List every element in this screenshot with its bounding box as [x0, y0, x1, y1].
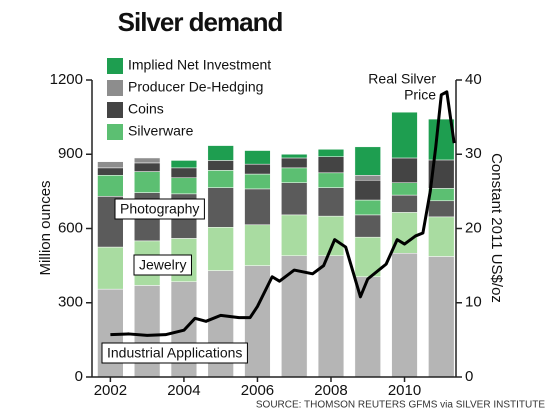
- bar-segment: [428, 200, 455, 218]
- y-tick-label: 900: [58, 145, 83, 162]
- x-tick-label: 2006: [241, 382, 274, 399]
- bar-segment: [170, 167, 198, 179]
- bar-segment: [97, 167, 124, 176]
- bar-segment: [207, 187, 234, 228]
- bar-segment: [134, 171, 161, 193]
- x-tick-label: 2008: [314, 382, 347, 399]
- bar-segment: [97, 175, 124, 197]
- bar-segment: [391, 182, 418, 196]
- legend-swatch: [107, 58, 123, 74]
- y2-tick-label: 40: [465, 71, 482, 88]
- bar-segment: [281, 214, 308, 256]
- series-label-box: [133, 254, 192, 276]
- bar-segment: [391, 212, 418, 254]
- y2-tick-label: 30: [465, 145, 482, 162]
- bar-segment: [244, 173, 271, 190]
- y2-tick-label: 10: [465, 294, 482, 311]
- bar-segment: [317, 156, 345, 174]
- bar-segment: [391, 194, 418, 213]
- y2-axis-label: Constant 2011 US$/oz: [488, 153, 505, 303]
- bar-segment: [207, 170, 234, 188]
- line-label: Price: [404, 87, 436, 103]
- bar-segment: [170, 160, 198, 169]
- bar-segment: [354, 199, 381, 216]
- bar-segment: [134, 157, 161, 164]
- bar-segment: [244, 163, 271, 175]
- bar-segment: [244, 265, 271, 378]
- legend-swatch: [107, 124, 123, 140]
- bar-segment: [207, 145, 234, 161]
- bar-segment: [134, 162, 161, 172]
- bar-segment: [170, 177, 198, 195]
- bar-segment: [428, 188, 455, 202]
- x-tick-label: 2004: [167, 382, 200, 399]
- legend-label: Producer De-Hedging: [128, 79, 263, 95]
- x-tick-label: 2010: [388, 382, 421, 399]
- chart-title: Silver demand: [118, 7, 283, 37]
- bar-segment: [281, 182, 308, 216]
- y2-tick-label: 20: [465, 219, 482, 236]
- bar-segment: [317, 172, 345, 188]
- bar-segment: [281, 167, 308, 183]
- series-label-box: [114, 198, 205, 220]
- line-label: Real Silver: [368, 71, 436, 87]
- series-label: Photography: [120, 201, 199, 217]
- bar-segment: [207, 227, 234, 271]
- bar-segment: [428, 118, 455, 161]
- bar-segment: [244, 188, 271, 226]
- bar-segment: [97, 246, 124, 290]
- bar-segment: [391, 111, 418, 159]
- bar-segment: [281, 255, 308, 378]
- bar-segment: [428, 256, 455, 378]
- legend-swatch: [107, 102, 123, 118]
- y2-tick-label: 0: [465, 368, 473, 385]
- bar-segment: [207, 160, 234, 171]
- price-line: [110, 90, 456, 337]
- y-tick-label: 1200: [50, 71, 83, 88]
- y-tick-label: 300: [58, 294, 83, 311]
- x-tick-label: 2002: [94, 382, 127, 399]
- bar-segment: [244, 150, 271, 165]
- bar-segment: [354, 179, 381, 201]
- legend-label: Coins: [128, 101, 164, 117]
- bar-segment: [97, 161, 124, 169]
- bar-segment: [428, 216, 455, 257]
- y-tick-label: 600: [58, 219, 83, 236]
- bar-segment: [354, 214, 381, 238]
- bar-segment: [317, 255, 345, 378]
- bar-segment: [354, 175, 381, 181]
- y-axis-label: Million ounces: [37, 180, 54, 275]
- bar-segment: [391, 253, 418, 378]
- series-label-box: [101, 342, 248, 364]
- bar-segment: [391, 157, 418, 183]
- bar-segment: [354, 146, 381, 176]
- legend-label: Silverware: [128, 123, 194, 139]
- legend-swatch: [107, 80, 123, 96]
- bar-segment: [281, 154, 308, 159]
- series-label: Jewelry: [139, 257, 186, 273]
- source-note: SOURCE: THOMSON REUTERS GFMS via SILVER …: [256, 400, 545, 411]
- series-label: Industrial Applications: [107, 345, 242, 361]
- y-tick-label: 0: [75, 368, 83, 385]
- bar-segment: [317, 149, 345, 157]
- bar-segment: [317, 187, 345, 217]
- legend-label: Implied Net Investment: [128, 57, 271, 73]
- bar-segment: [244, 224, 271, 266]
- bar-segment: [281, 157, 308, 169]
